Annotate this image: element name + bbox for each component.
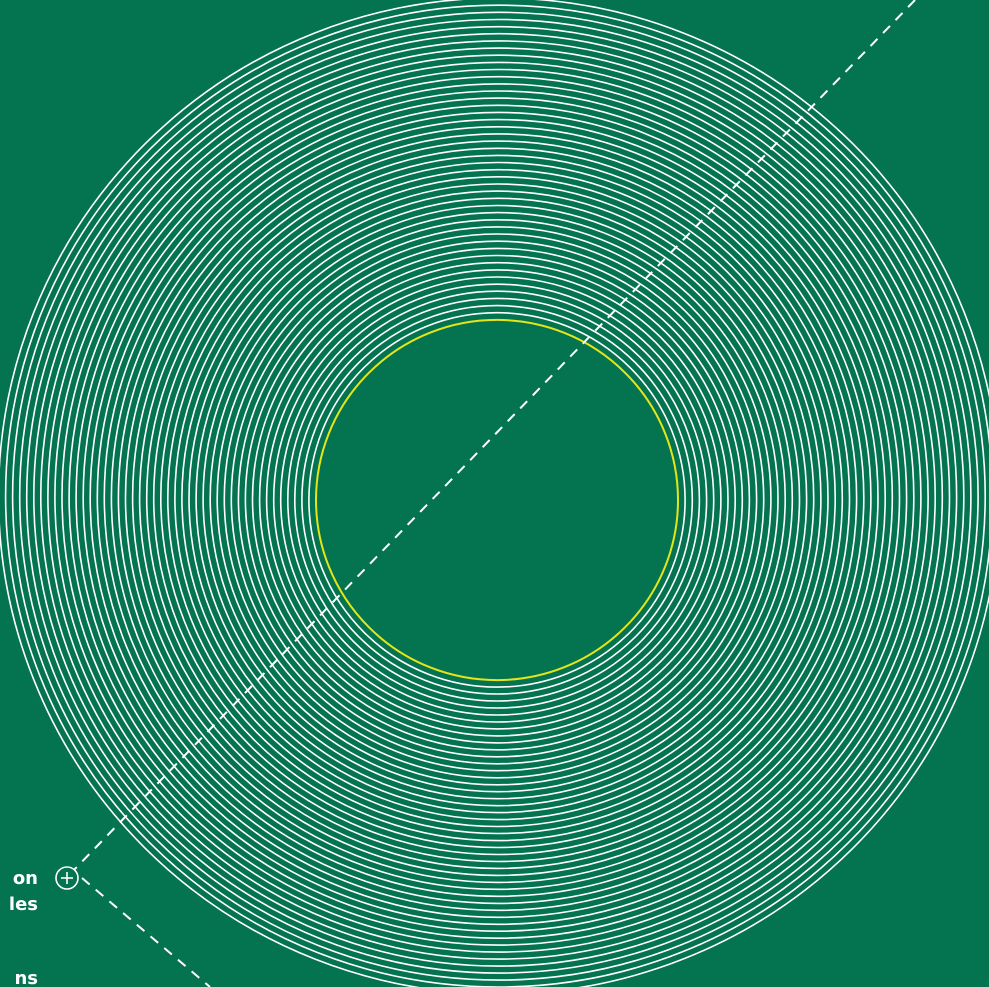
ring [152,154,844,842]
label-text-line-2: les [8,894,38,915]
ring [237,240,758,758]
ring [159,161,837,835]
label-text-line-1: on [12,868,38,889]
ring [75,75,922,919]
ring [32,32,965,960]
ring [195,197,801,800]
ring [293,297,701,702]
ring [258,261,736,737]
ring [209,211,787,786]
plus-circle-icon [55,866,79,890]
ring [117,118,879,877]
ring [25,25,972,967]
ring [96,97,901,898]
ring [11,11,986,981]
ring [244,247,751,751]
ring [103,104,894,891]
ring [124,126,872,870]
dashed-axis-line [71,0,916,873]
ring [47,47,951,946]
ring [202,204,794,793]
ring [82,83,915,912]
ring [40,40,958,953]
ring [138,140,858,856]
ring [4,4,989,987]
ring [54,54,944,940]
ring [251,254,744,744]
inner-highlight-ring [315,318,679,682]
label-text-line-3: ns [14,968,38,987]
ring [216,218,779,779]
ring [265,269,729,730]
dashed-branch-line [81,877,211,987]
ring [301,304,694,695]
ring [89,90,908,905]
ring [61,61,937,932]
ring [188,190,808,807]
ring [223,226,772,772]
ring [18,18,979,974]
ring [308,311,686,688]
ring [166,168,829,828]
ring [181,183,815,814]
ring [174,176,822,821]
ring [230,233,765,765]
ring [110,111,886,884]
ring [68,68,929,926]
ring [287,290,708,709]
ring [131,133,865,863]
ring [272,276,722,723]
ring [279,283,715,716]
ring [145,147,851,849]
